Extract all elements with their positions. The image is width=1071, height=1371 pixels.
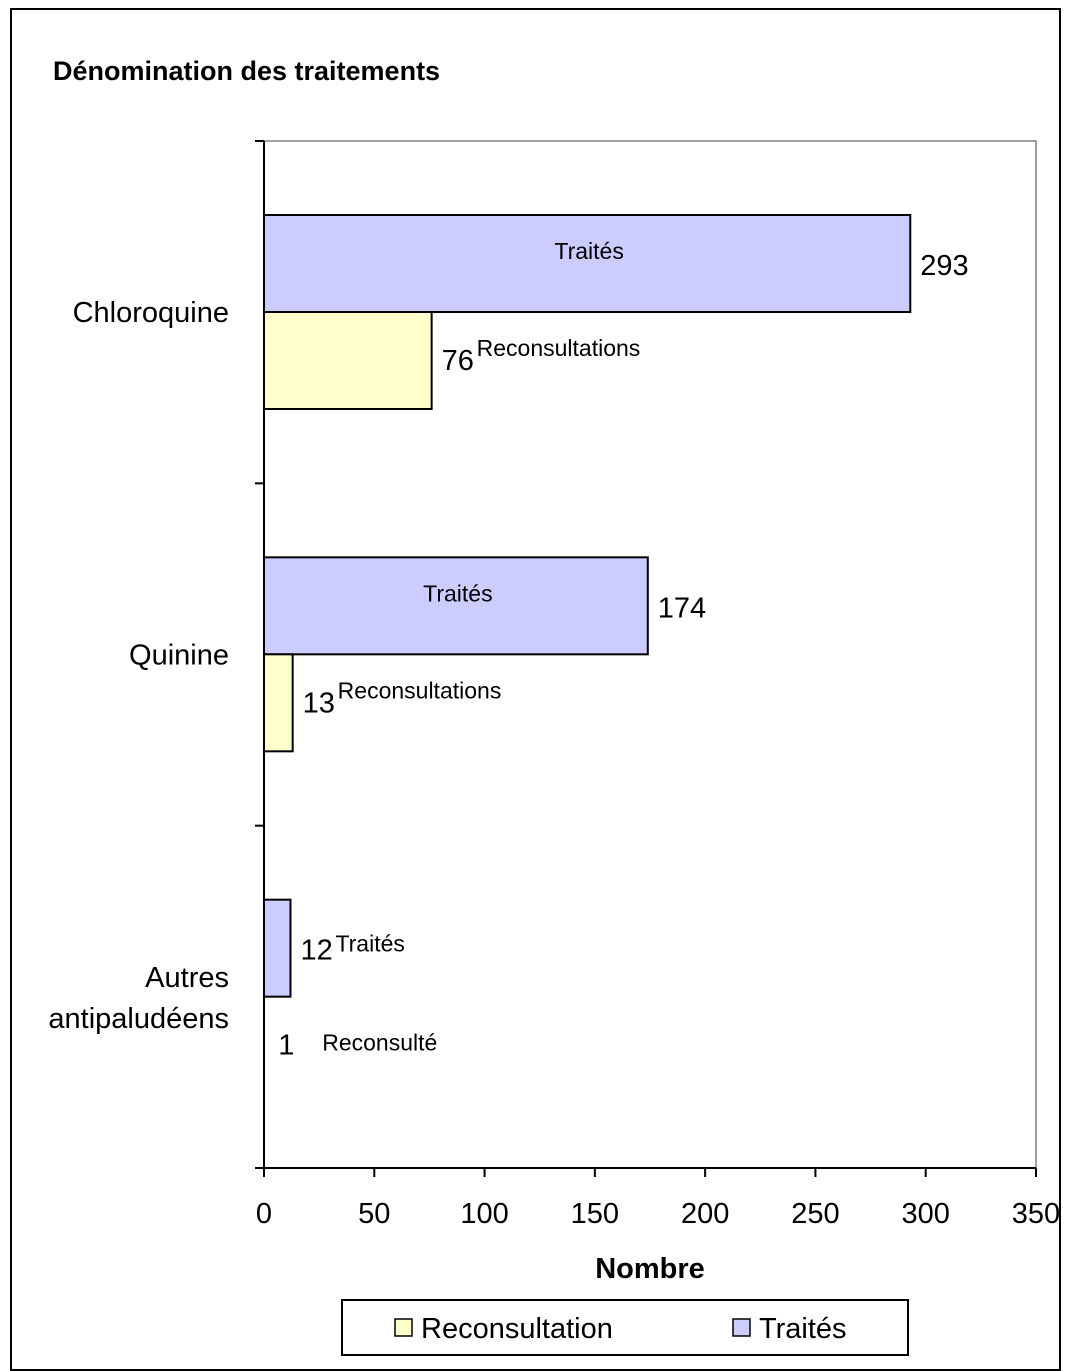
chart-frame xyxy=(10,8,1061,1371)
data-label-value: 293 xyxy=(920,250,968,282)
category-label: antipaludéens xyxy=(48,1003,229,1035)
bar-reconsultation xyxy=(263,653,294,753)
x-axis-title: Nombre xyxy=(595,1253,705,1285)
legend-swatch xyxy=(394,1318,413,1337)
bar-traites xyxy=(263,898,292,998)
x-tick-label: 100 xyxy=(460,1198,508,1230)
x-tick-label: 200 xyxy=(681,1198,729,1230)
category-label: Chloroquine xyxy=(73,297,229,329)
category-label: Autres xyxy=(145,962,229,994)
x-tick-label: 0 xyxy=(256,1198,272,1230)
legend-box xyxy=(341,1299,909,1356)
data-label-value: 174 xyxy=(658,592,706,624)
legend-label: Reconsultation xyxy=(421,1313,613,1345)
x-tick-label: 250 xyxy=(791,1198,839,1230)
x-tick-label: 350 xyxy=(1012,1198,1060,1230)
data-label-series: Traités xyxy=(554,238,623,264)
data-label-value: 76 xyxy=(442,345,474,377)
bar-traites xyxy=(263,214,912,313)
x-tick-label: 150 xyxy=(571,1198,619,1230)
data-label-series: Reconsultations xyxy=(338,677,502,703)
category-label: Quinine xyxy=(129,640,229,672)
data-label-value: 13 xyxy=(303,687,335,719)
bar-reconsultation xyxy=(263,311,433,410)
bar-traites xyxy=(263,556,649,656)
x-tick-label: 50 xyxy=(358,1198,390,1230)
data-label-series: Traités xyxy=(423,580,492,606)
data-label-series: Reconsultations xyxy=(477,335,641,361)
chart-title: Dénomination des traitements xyxy=(53,56,440,86)
data-label-value: 1 xyxy=(278,1030,294,1062)
legend-swatch xyxy=(732,1318,751,1337)
data-label-value: 12 xyxy=(300,935,332,967)
data-label-series: Traités xyxy=(335,931,404,957)
data-label-series: Reconsulté xyxy=(322,1030,437,1056)
legend-label: Traités xyxy=(759,1313,847,1345)
x-tick-label: 300 xyxy=(902,1198,950,1230)
